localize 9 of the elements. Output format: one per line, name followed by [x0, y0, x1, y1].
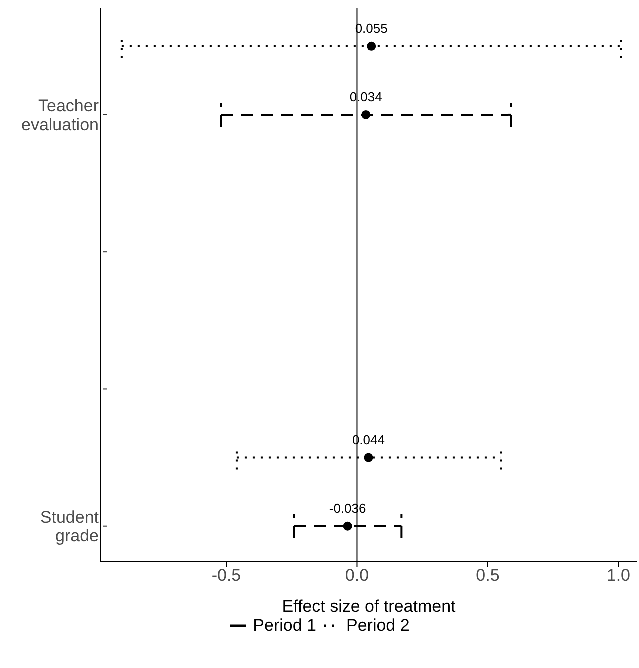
x-tick-label: -0.5 — [212, 566, 242, 586]
legend-label: Period 2 — [346, 616, 410, 636]
y-tick-label: Student grade — [40, 508, 100, 546]
x-tick-label: 0.5 — [476, 566, 500, 586]
legend-label: Period 1 — [253, 616, 316, 636]
x-tick-label: 0.0 — [345, 566, 370, 586]
y-tick-label: Teacher evaluation — [21, 96, 100, 134]
x-tick-label: 1.0 — [606, 566, 631, 586]
x-axis-title: Effect size of treatment — [282, 597, 456, 616]
